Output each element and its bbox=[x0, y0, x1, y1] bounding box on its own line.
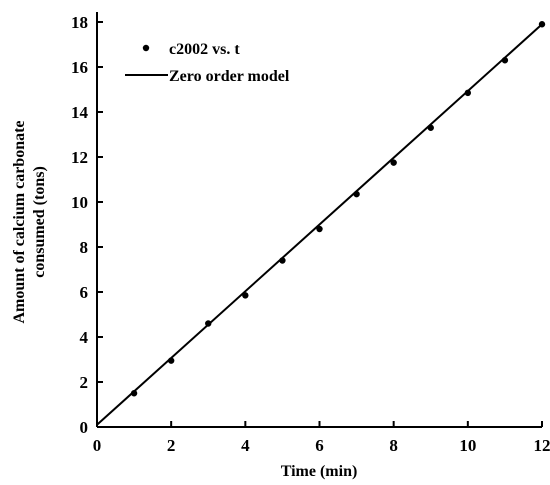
y-tick-label: 6 bbox=[80, 283, 89, 302]
y-tick-label: 4 bbox=[80, 328, 89, 347]
x-ticks: 0 2 4 6 8 10 12 bbox=[93, 421, 550, 455]
data-point bbox=[279, 257, 286, 264]
y-axis-title-line-1: Amount of calcium carbonate bbox=[11, 120, 28, 323]
y-tick-label: 2 bbox=[80, 373, 89, 392]
y-tick-label: 14 bbox=[71, 103, 89, 122]
legend: c2002 vs. t Zero order model bbox=[125, 41, 290, 85]
y-tick-label: 8 bbox=[80, 238, 89, 257]
y-tick-label: 12 bbox=[71, 148, 88, 167]
y-tick-label: 0 bbox=[80, 418, 89, 437]
x-tick-label: 2 bbox=[167, 436, 176, 455]
legend-label-points: c2002 vs. t bbox=[169, 41, 240, 58]
series-layer bbox=[96, 21, 546, 426]
y-ticks: 0 2 4 6 8 10 12 14 16 18 bbox=[71, 13, 103, 437]
model-line bbox=[96, 23, 543, 426]
data-point bbox=[205, 320, 212, 327]
data-point bbox=[501, 57, 509, 64]
x-tick-label: 6 bbox=[315, 436, 324, 455]
x-tick-label: 12 bbox=[534, 436, 550, 455]
data-point bbox=[390, 159, 397, 166]
x-tick-label: 4 bbox=[241, 436, 250, 455]
legend-label-line: Zero order model bbox=[169, 68, 290, 85]
data-point bbox=[167, 357, 175, 364]
data-point bbox=[353, 190, 360, 198]
y-tick-label: 18 bbox=[71, 13, 88, 32]
x-tick-label: 0 bbox=[93, 436, 102, 455]
data-point bbox=[130, 390, 138, 397]
data-point bbox=[316, 225, 323, 233]
data-point bbox=[538, 21, 546, 28]
data-point bbox=[242, 292, 249, 299]
x-axis-title: Time (min) bbox=[281, 463, 358, 480]
y-tick-label: 10 bbox=[71, 193, 88, 212]
x-tick-label: 10 bbox=[459, 436, 476, 455]
y-axis-title-line-2: consumed (tons) bbox=[31, 166, 48, 278]
data-point bbox=[427, 124, 434, 131]
data-point bbox=[464, 89, 472, 97]
y-tick-label: 16 bbox=[71, 58, 88, 77]
x-tick-label: 8 bbox=[389, 436, 398, 455]
legend-marker-points bbox=[142, 44, 150, 52]
